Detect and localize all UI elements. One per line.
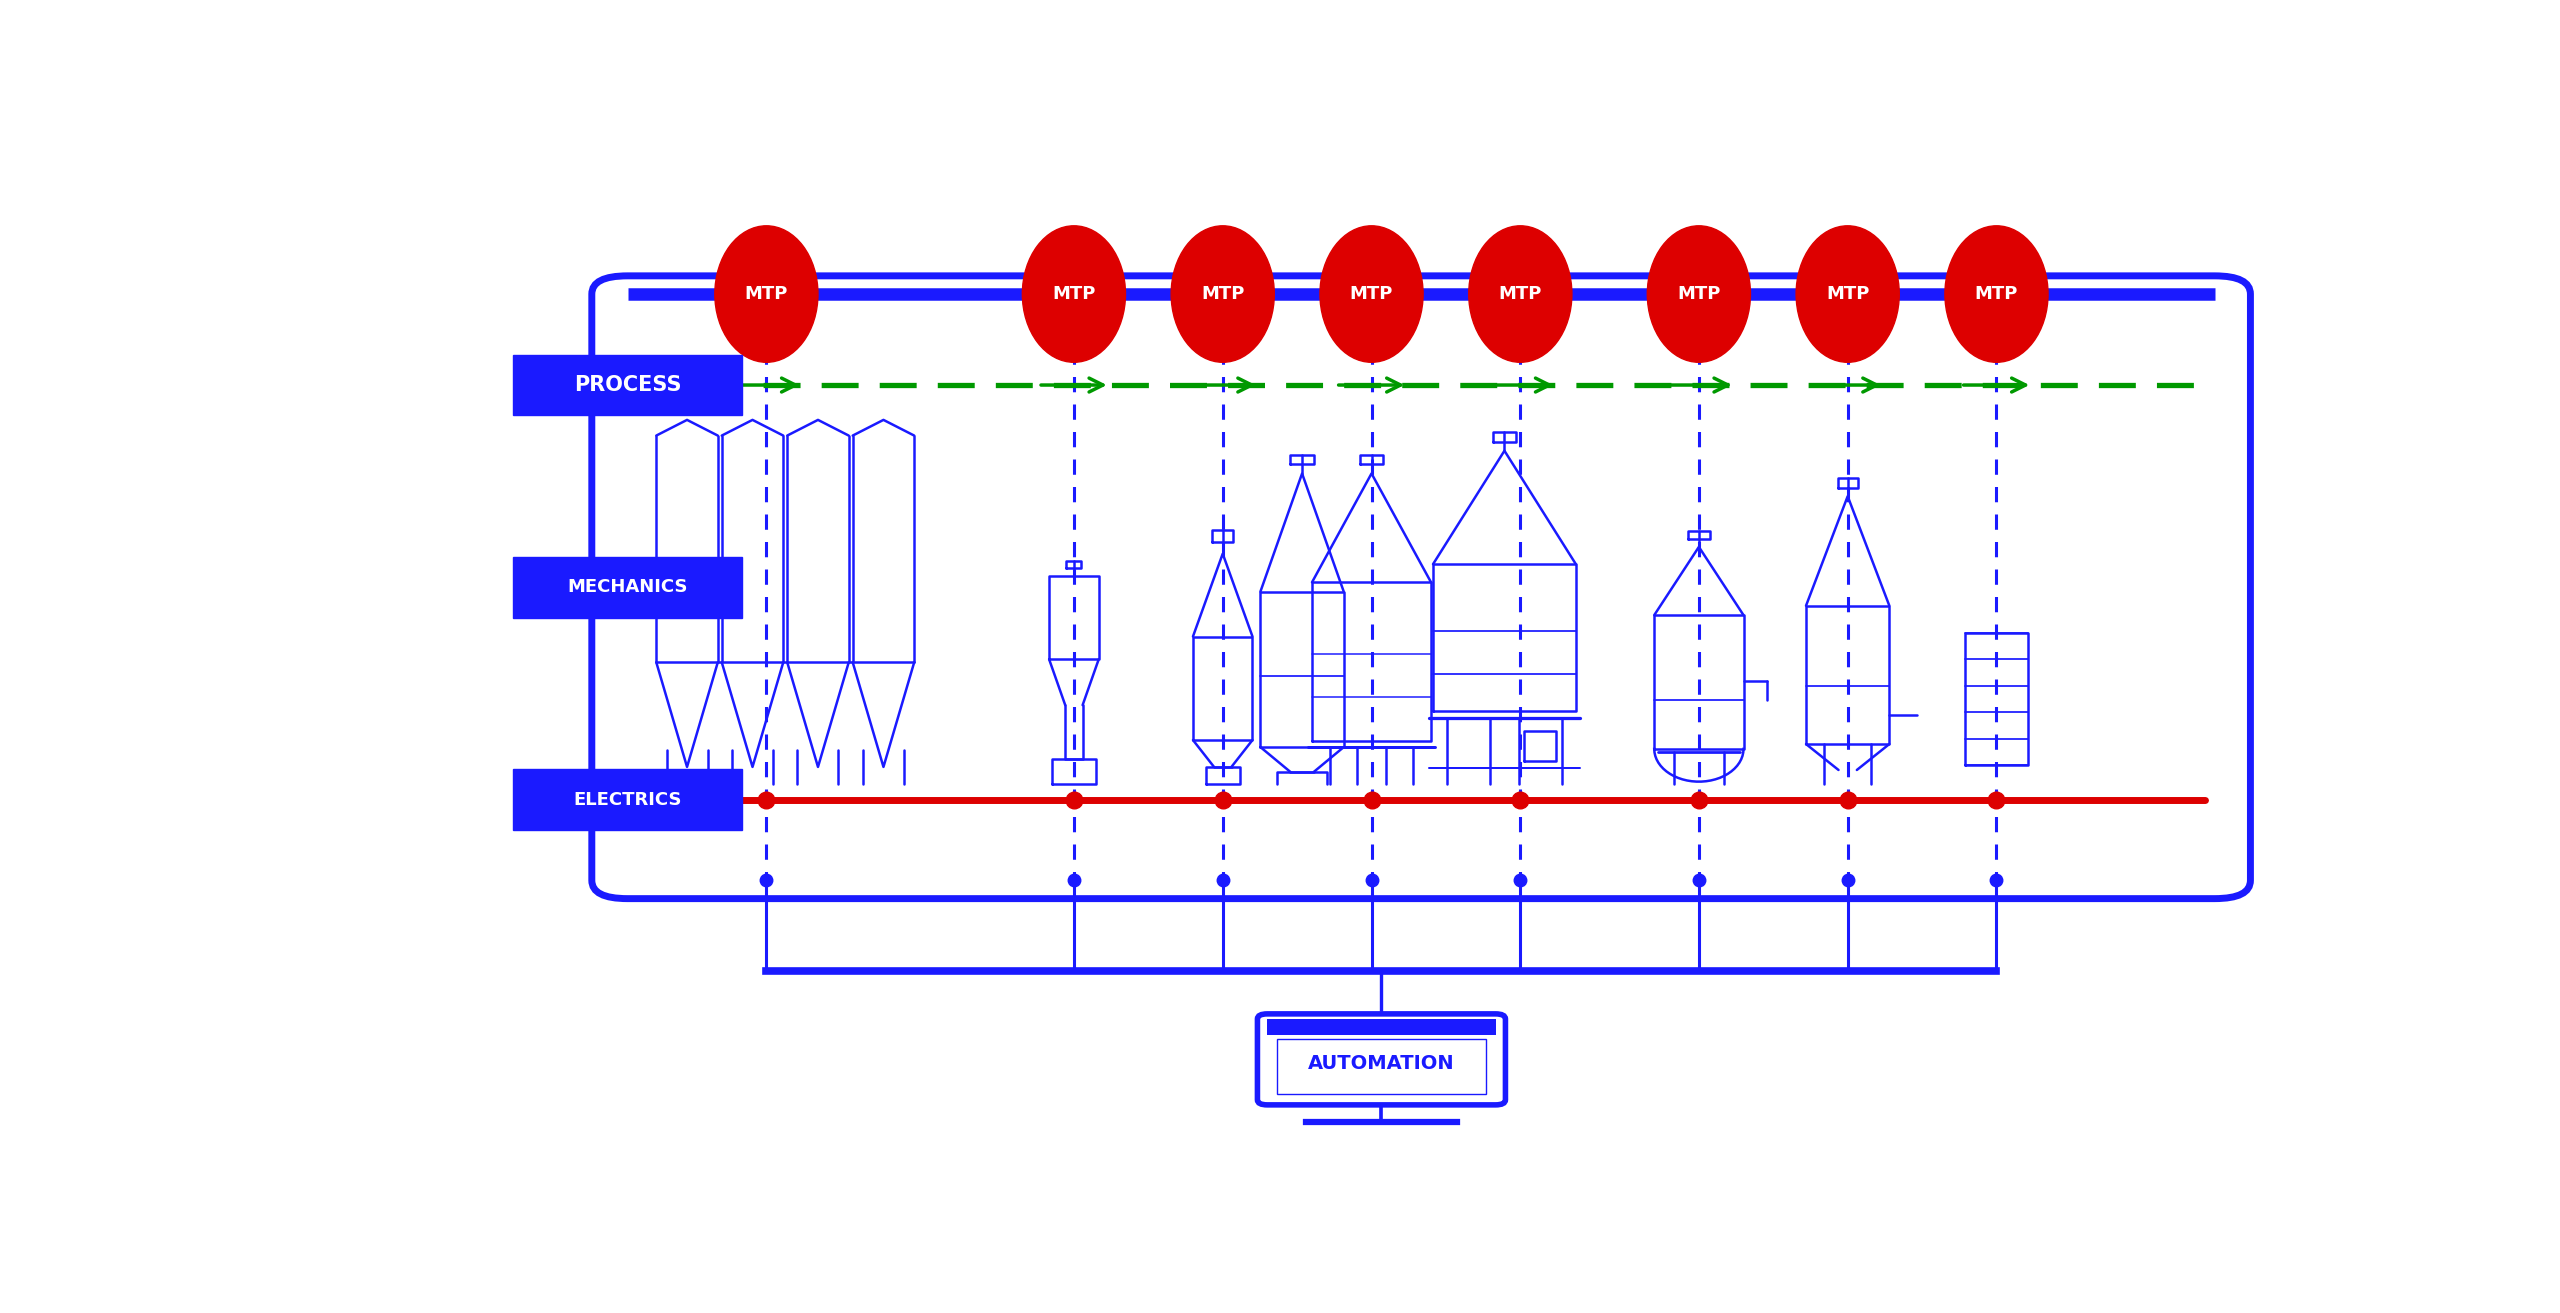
Text: MTP: MTP: [1349, 285, 1393, 303]
Text: MTP: MTP: [1052, 285, 1096, 303]
Text: MTP: MTP: [1201, 285, 1244, 303]
Text: ELECTRICS: ELECTRICS: [573, 790, 681, 809]
FancyBboxPatch shape: [1257, 1014, 1505, 1104]
Ellipse shape: [1797, 226, 1900, 362]
Text: MECHANICS: MECHANICS: [568, 578, 689, 596]
Ellipse shape: [714, 226, 819, 362]
Text: MTP: MTP: [1677, 285, 1720, 303]
Ellipse shape: [1469, 226, 1572, 362]
Text: MTP: MTP: [1974, 285, 2017, 303]
Bar: [1277, 1039, 1485, 1094]
Ellipse shape: [1946, 226, 2048, 362]
Ellipse shape: [1170, 226, 1275, 362]
Text: MTP: MTP: [1825, 285, 1869, 303]
Text: MTP: MTP: [1498, 285, 1541, 303]
Text: PROCESS: PROCESS: [573, 376, 681, 395]
Ellipse shape: [1021, 226, 1126, 362]
Bar: [1267, 1019, 1495, 1035]
Text: MTP: MTP: [745, 285, 788, 303]
Bar: [515, 769, 742, 830]
Ellipse shape: [1646, 226, 1751, 362]
Text: AUTOMATION: AUTOMATION: [1308, 1054, 1454, 1073]
Ellipse shape: [1321, 226, 1423, 362]
Bar: [515, 557, 742, 617]
Bar: [515, 355, 742, 415]
